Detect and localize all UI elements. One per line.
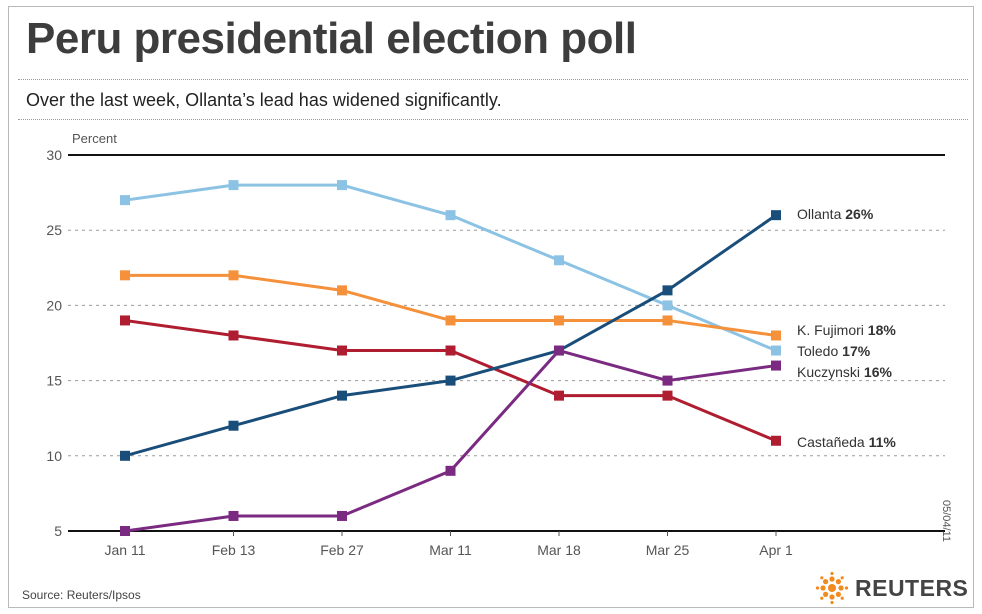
series-label-k-fujimori: K. Fujimori 18% bbox=[797, 322, 896, 338]
data-point-casta-eda bbox=[554, 390, 564, 401]
x-tick-label: Mar 18 bbox=[537, 542, 581, 558]
data-point-kuczynski bbox=[337, 510, 347, 521]
data-point-toledo bbox=[120, 195, 130, 206]
data-point-ollanta bbox=[120, 450, 130, 461]
data-point-casta-eda bbox=[228, 330, 239, 341]
y-tick-label: 15 bbox=[46, 373, 62, 389]
date-credit: 05/04/11 bbox=[940, 500, 952, 543]
x-tick-label: Mar 25 bbox=[646, 542, 690, 558]
chart-subtitle: Over the last week, Ollanta’s lead has w… bbox=[26, 90, 502, 110]
data-point-ollanta bbox=[662, 285, 673, 296]
series-label-ollanta: Ollanta 26% bbox=[797, 206, 874, 222]
data-point-ollanta bbox=[771, 210, 781, 221]
data-point-k-fujimori bbox=[554, 315, 564, 326]
y-tick-label: 20 bbox=[46, 297, 62, 313]
series-label-casta-eda: Castañeda 11% bbox=[797, 434, 896, 450]
data-point-k-fujimori bbox=[228, 270, 239, 281]
series-value-kuczynski: 16% bbox=[864, 364, 893, 380]
series-line-toledo bbox=[124, 183, 777, 352]
series-value-k-fujimori: 18% bbox=[868, 322, 897, 338]
data-point-kuczynski bbox=[445, 465, 456, 476]
data-point-toledo bbox=[445, 210, 456, 221]
x-tick-label: Mar 11 bbox=[429, 542, 472, 558]
data-point-ollanta bbox=[337, 390, 347, 401]
series-name-ollanta: Ollanta bbox=[797, 206, 845, 222]
data-point-casta-eda bbox=[771, 435, 781, 446]
data-point-k-fujimori bbox=[771, 330, 781, 341]
data-point-k-fujimori bbox=[445, 315, 456, 326]
chart-title: Peru presidential election poll bbox=[26, 14, 637, 63]
data-point-casta-eda bbox=[445, 345, 456, 356]
series-name-casta-eda: Castañeda bbox=[797, 434, 869, 450]
subtitle-divider bbox=[18, 119, 968, 120]
data-point-kuczynski bbox=[228, 510, 239, 521]
series-value-casta-eda: 11% bbox=[869, 434, 897, 450]
data-point-casta-eda bbox=[662, 390, 673, 401]
series-name-k-fujimori: K. Fujimori bbox=[797, 322, 868, 338]
y-tick-label: 25 bbox=[46, 222, 62, 238]
data-point-ollanta bbox=[445, 375, 456, 386]
series-name-kuczynski: Kuczynski bbox=[797, 364, 864, 380]
data-point-k-fujimori bbox=[120, 270, 130, 281]
data-point-toledo bbox=[554, 255, 564, 266]
data-point-ollanta bbox=[228, 420, 239, 431]
data-point-toledo bbox=[771, 345, 781, 356]
data-point-k-fujimori bbox=[337, 285, 347, 296]
reuters-logo: REUTERS bbox=[815, 571, 968, 605]
y-tick-label: 10 bbox=[46, 448, 62, 464]
reuters-logo-text: REUTERS bbox=[855, 574, 969, 601]
x-tick-label: Apr 1 bbox=[759, 542, 793, 558]
series-label-kuczynski: Kuczynski 16% bbox=[797, 364, 892, 380]
series-value-toledo: 17% bbox=[842, 343, 871, 359]
data-point-kuczynski bbox=[662, 375, 673, 386]
data-point-kuczynski bbox=[120, 526, 130, 536]
y-tick-label: 5 bbox=[54, 523, 62, 539]
data-point-toledo bbox=[662, 300, 673, 311]
title-divider bbox=[18, 79, 968, 80]
data-point-kuczynski bbox=[554, 345, 564, 356]
data-point-k-fujimori bbox=[662, 315, 673, 326]
series-label-toledo: Toledo 17% bbox=[797, 343, 871, 359]
x-tick-label: Jan 11 bbox=[105, 542, 146, 558]
y-tick-label: 30 bbox=[46, 147, 62, 163]
x-tick-label: Feb 27 bbox=[320, 542, 364, 558]
data-point-casta-eda bbox=[120, 315, 130, 326]
data-point-kuczynski bbox=[771, 360, 781, 371]
series-name-toledo: Toledo bbox=[797, 343, 842, 359]
data-point-toledo bbox=[337, 180, 347, 191]
x-tick-label: Feb 13 bbox=[212, 542, 256, 558]
series-value-ollanta: 26% bbox=[845, 206, 874, 222]
chart-frame bbox=[8, 6, 974, 608]
data-point-casta-eda bbox=[337, 345, 347, 356]
reuters-logo-icon bbox=[815, 571, 849, 605]
y-axis-label: Percent bbox=[72, 131, 117, 146]
source-note: Source: Reuters/Ipsos bbox=[22, 588, 141, 602]
data-point-toledo bbox=[228, 180, 239, 191]
